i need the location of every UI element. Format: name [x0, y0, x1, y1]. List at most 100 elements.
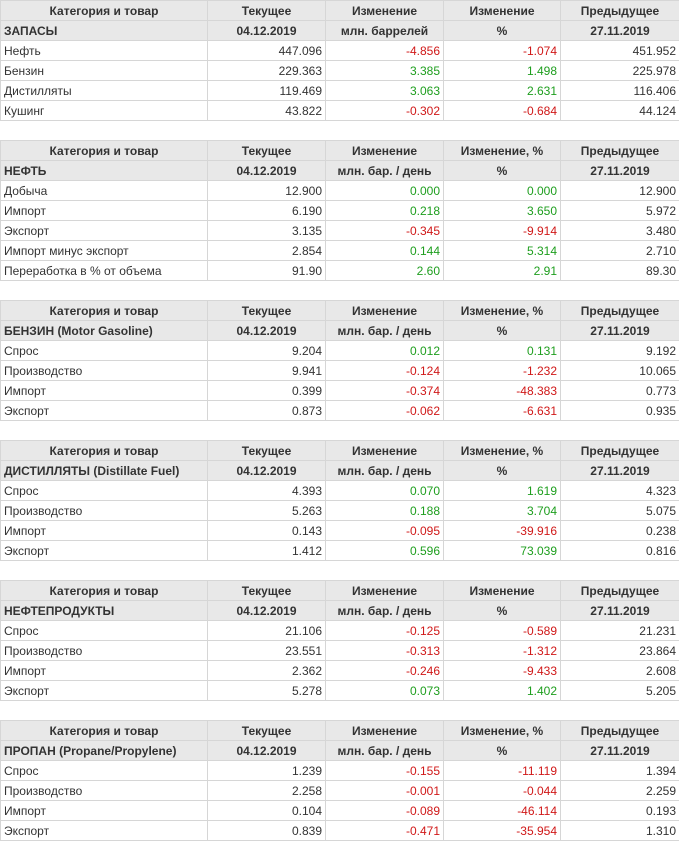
- change-value: -0.124: [326, 361, 444, 381]
- previous-value: 5.205: [561, 681, 679, 701]
- change-percent: 1.498: [444, 61, 561, 81]
- item-name: Дистилляты: [1, 81, 208, 101]
- item-name: Экспорт: [1, 541, 208, 561]
- column-header: %: [444, 161, 561, 181]
- change-value: -0.374: [326, 381, 444, 401]
- current-value: 229.363: [208, 61, 326, 81]
- change-value: 3.063: [326, 81, 444, 101]
- item-name: Экспорт: [1, 221, 208, 241]
- item-name: Бензин: [1, 61, 208, 81]
- column-header: 27.11.2019: [561, 741, 679, 761]
- change-value: 0.144: [326, 241, 444, 261]
- current-value: 0.104: [208, 801, 326, 821]
- change-value: -0.089: [326, 801, 444, 821]
- previous-value: 116.406: [561, 81, 679, 101]
- section-title: ДИСТИЛЛЯТЫ (Distillate Fuel): [1, 461, 208, 481]
- item-name: Добыча: [1, 181, 208, 201]
- column-header: Категория и товар: [1, 1, 208, 21]
- change-percent: 3.650: [444, 201, 561, 221]
- item-name: Переработка в % от объема: [1, 261, 208, 281]
- change-percent: -0.044: [444, 781, 561, 801]
- column-header: 27.11.2019: [561, 21, 679, 41]
- column-header: Текущее: [208, 441, 326, 461]
- change-percent: -1.232: [444, 361, 561, 381]
- column-header: %: [444, 601, 561, 621]
- column-header: Изменение, %: [444, 301, 561, 321]
- change-percent: -48.383: [444, 381, 561, 401]
- previous-value: 2.710: [561, 241, 679, 261]
- item-name: Импорт минус экспорт: [1, 241, 208, 261]
- previous-value: 2.259: [561, 781, 679, 801]
- previous-value: 451.952: [561, 41, 679, 61]
- previous-value: 5.075: [561, 501, 679, 521]
- item-name: Производство: [1, 781, 208, 801]
- current-value: 0.399: [208, 381, 326, 401]
- previous-value: 10.065: [561, 361, 679, 381]
- current-value: 12.900: [208, 181, 326, 201]
- column-header: Изменение: [326, 441, 444, 461]
- column-header: Изменение: [326, 581, 444, 601]
- current-value: 119.469: [208, 81, 326, 101]
- column-header: Категория и товар: [1, 441, 208, 461]
- column-header: 04.12.2019: [208, 741, 326, 761]
- column-header: %: [444, 321, 561, 341]
- current-value: 3.135: [208, 221, 326, 241]
- current-value: 0.873: [208, 401, 326, 421]
- column-header: Текущее: [208, 301, 326, 321]
- previous-value: 2.608: [561, 661, 679, 681]
- column-header: млн. бар. / день: [326, 741, 444, 761]
- column-header: Предыдущее: [561, 581, 679, 601]
- column-header: 27.11.2019: [561, 461, 679, 481]
- change-value: -0.062: [326, 401, 444, 421]
- column-header: Категория и товар: [1, 721, 208, 741]
- change-percent: 0.000: [444, 181, 561, 201]
- column-header: Изменение: [326, 721, 444, 741]
- change-value: 3.385: [326, 61, 444, 81]
- item-name: Спрос: [1, 481, 208, 501]
- column-header: Изменение: [326, 141, 444, 161]
- column-header: Изменение: [326, 1, 444, 21]
- change-percent: 5.314: [444, 241, 561, 261]
- previous-value: 4.323: [561, 481, 679, 501]
- column-header: Изменение, %: [444, 141, 561, 161]
- column-header: Категория и товар: [1, 301, 208, 321]
- column-header: 27.11.2019: [561, 161, 679, 181]
- item-name: Кушинг: [1, 101, 208, 121]
- column-header: 04.12.2019: [208, 161, 326, 181]
- section-title: ЗАПАСЫ: [1, 21, 208, 41]
- change-value: 0.070: [326, 481, 444, 501]
- column-header: %: [444, 741, 561, 761]
- current-value: 21.106: [208, 621, 326, 641]
- item-name: Импорт: [1, 801, 208, 821]
- item-name: Спрос: [1, 761, 208, 781]
- item-name: Производство: [1, 361, 208, 381]
- item-name: Экспорт: [1, 401, 208, 421]
- change-value: -4.856: [326, 41, 444, 61]
- previous-value: 0.816: [561, 541, 679, 561]
- change-percent: -1.312: [444, 641, 561, 661]
- previous-value: 0.193: [561, 801, 679, 821]
- item-name: Нефть: [1, 41, 208, 61]
- section-title: ПРОПАН (Propane/Propylene): [1, 741, 208, 761]
- previous-value: 21.231: [561, 621, 679, 641]
- change-value: -0.313: [326, 641, 444, 661]
- change-value: -0.246: [326, 661, 444, 681]
- change-value: -0.095: [326, 521, 444, 541]
- previous-value: 0.935: [561, 401, 679, 421]
- change-value: 0.218: [326, 201, 444, 221]
- change-percent: 0.131: [444, 341, 561, 361]
